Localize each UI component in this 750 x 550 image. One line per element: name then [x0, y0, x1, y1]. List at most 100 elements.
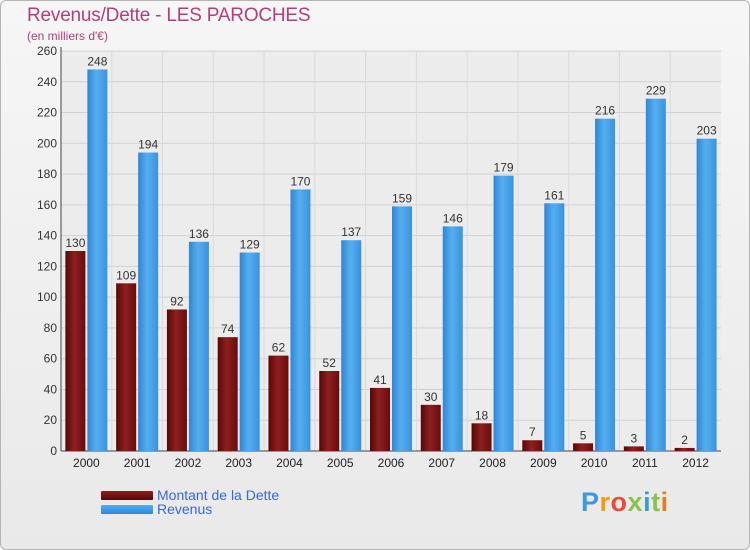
- label-layer: 1302481091949213674129621705213741159301…: [65, 54, 717, 446]
- bar-revenue: [544, 203, 565, 451]
- data-label-revenue: 170: [290, 174, 310, 188]
- data-label-debt: 74: [221, 322, 235, 336]
- legend-item-revenue: Revenus: [101, 501, 212, 517]
- logo-letter: i: [660, 487, 669, 517]
- x-tick-label: 2010: [581, 456, 608, 470]
- x-tick-label: 2006: [378, 456, 405, 470]
- bar-revenue: [595, 118, 616, 451]
- bar-revenue: [645, 98, 666, 451]
- plot-background: [61, 51, 721, 451]
- x-tick-label: 2008: [479, 456, 506, 470]
- y-tick-label: 220: [37, 106, 57, 120]
- data-label-revenue: 136: [189, 227, 209, 241]
- y-tick-label: 120: [37, 259, 57, 273]
- y-tick-label: 260: [37, 44, 57, 58]
- data-label-revenue: 229: [646, 84, 666, 98]
- y-tick-label: 180: [37, 167, 57, 181]
- bar-revenue: [392, 206, 412, 451]
- data-label-debt: 92: [170, 294, 184, 308]
- y-tick-label: 100: [37, 290, 57, 304]
- data-label-revenue: 216: [595, 104, 615, 118]
- logo-letter: o: [610, 487, 628, 517]
- bar-debt: [623, 446, 644, 451]
- data-label-revenue: 194: [138, 138, 158, 152]
- legend-swatch-debt: [101, 490, 153, 500]
- chart-title: Revenus/Dette - LES PAROCHES: [27, 5, 311, 26]
- bar-revenue: [87, 69, 108, 451]
- y-tick-label: 20: [44, 413, 58, 427]
- bar-debt: [268, 355, 289, 451]
- data-label-revenue: 146: [443, 211, 463, 225]
- y-tick-label: 40: [44, 382, 58, 396]
- y-tick-label: 60: [44, 352, 58, 366]
- bar-revenue: [341, 240, 362, 451]
- bar-debt: [420, 404, 441, 451]
- bar-revenue: [442, 226, 463, 451]
- chart-subtitle: (en milliers d'€): [27, 29, 108, 43]
- legend-label-debt: Montant de la Dette: [157, 487, 280, 503]
- data-label-revenue: 129: [240, 238, 260, 252]
- legend-label-revenue: Revenus: [157, 501, 213, 517]
- x-tick-label: 2000: [73, 456, 100, 470]
- data-label-revenue: 161: [544, 188, 564, 202]
- bar-debt: [522, 440, 543, 451]
- y-tick-label: 140: [37, 229, 57, 243]
- y-tick-label: 80: [44, 321, 58, 335]
- x-tick-label: 2011: [632, 456, 658, 470]
- x-tick-label: 2004: [276, 456, 303, 470]
- logo-letter: x: [627, 487, 644, 517]
- bar-layer: [65, 69, 717, 452]
- logo-letter: r: [599, 487, 611, 517]
- bar-debt: [65, 251, 86, 451]
- y-tick-label: 200: [37, 136, 57, 150]
- data-label-debt: 18: [475, 408, 489, 422]
- data-label-debt: 52: [323, 356, 337, 370]
- bar-debt: [319, 371, 340, 451]
- bar-revenue: [290, 189, 311, 451]
- x-tick-label: 2003: [225, 456, 252, 470]
- data-label-debt: 2: [681, 433, 688, 447]
- x-tick-label: 2005: [327, 456, 354, 470]
- data-label-debt: 3: [631, 431, 638, 445]
- logo-letter: P: [581, 487, 600, 517]
- bar-revenue: [188, 241, 209, 451]
- data-label-debt: 41: [373, 373, 387, 387]
- bar-revenue: [493, 175, 514, 451]
- bar-debt: [370, 387, 390, 451]
- x-tick-label: 2009: [530, 456, 557, 470]
- bar-debt: [674, 447, 695, 451]
- x-tick-label: 2001: [124, 456, 151, 470]
- bar-revenue: [138, 152, 159, 452]
- data-label-revenue: 159: [392, 191, 412, 205]
- legend-swatch-revenue: [101, 504, 153, 514]
- legend-item-debt: Montant de la Dette: [101, 487, 279, 503]
- bar-debt: [471, 423, 492, 451]
- y-tick-label: 0: [50, 444, 57, 458]
- proxiti-logo: Proxiti: [581, 487, 669, 518]
- data-label-debt: 130: [65, 236, 85, 250]
- data-label-debt: 30: [424, 390, 438, 404]
- data-label-revenue: 248: [87, 54, 107, 68]
- data-label-debt: 109: [116, 268, 136, 282]
- data-label-debt: 5: [580, 428, 587, 442]
- bar-debt: [166, 309, 187, 451]
- x-tick-label: 2002: [175, 456, 202, 470]
- data-label-revenue: 179: [494, 161, 514, 175]
- data-label-debt: 62: [272, 341, 286, 355]
- grid-layer: [61, 50, 721, 451]
- bar-debt: [573, 443, 594, 451]
- x-tick-label: 2007: [428, 456, 455, 470]
- bar-debt: [116, 283, 137, 451]
- y-tick-label: 160: [37, 198, 57, 212]
- logo-letter: i: [643, 487, 652, 517]
- x-tick-label: 2012: [682, 456, 709, 470]
- bar-revenue: [696, 138, 717, 451]
- data-label-revenue: 203: [697, 124, 717, 138]
- y-tick-label: 240: [37, 75, 57, 89]
- logo-letter: t: [651, 487, 661, 517]
- data-label-revenue: 137: [341, 225, 361, 239]
- data-label-debt: 7: [529, 425, 536, 439]
- bar-debt: [217, 337, 238, 451]
